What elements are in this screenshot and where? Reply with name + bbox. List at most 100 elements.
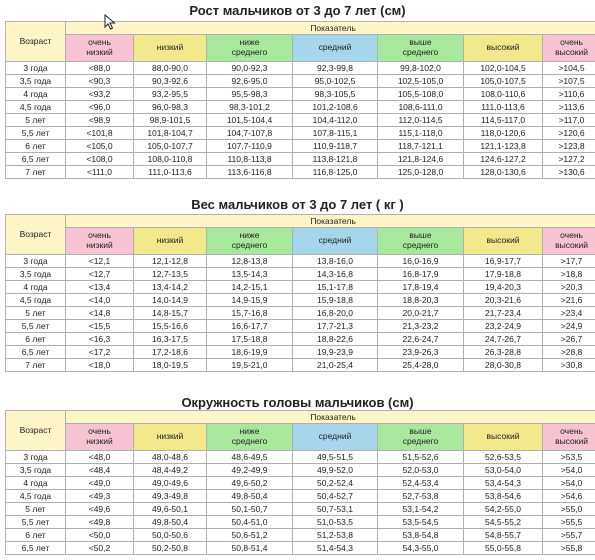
table-row: 5 лет <14,8 14,8-15,7 15,7-16,8 16,8-20,0 20,… (5, 306, 595, 320)
category-header: низкий (133, 34, 207, 62)
value-cell: 113,6-116,8 (206, 165, 293, 179)
table-title: Рост мальчиков от 3 до 7 лет (см) (189, 3, 406, 18)
value-cell: 92,3-99,8 (292, 61, 378, 75)
value-cell: >110,6 (541, 87, 595, 101)
age-column-header: Возраст (5, 410, 66, 451)
age-cell: 4 года (5, 87, 66, 101)
category-line1: средний (318, 235, 352, 246)
category-line2: среднего (231, 436, 268, 446)
value-cell: 48,0-48,6 (133, 450, 207, 464)
category-line1: низкий (156, 42, 184, 53)
category-header: ниже среднего (206, 227, 293, 255)
value-cell: 15,5-16,6 (133, 319, 207, 333)
value-cell: 50,7-53,1 (292, 502, 378, 516)
value-cell: 13,5-14,3 (206, 267, 293, 281)
value-cell: 50,0-50,6 (133, 528, 207, 542)
age-cell: 7 лет (5, 358, 66, 372)
value-cell: >20,3 (541, 280, 595, 294)
category-line2: высокий (555, 436, 588, 446)
age-cell: 6,5 лет (5, 541, 66, 555)
table-row: 5,5 лет <15,5 15,5-16,6 16,6-17,7 17,7-21,3 2… (5, 319, 595, 333)
age-cell: 5 лет (5, 113, 66, 127)
category-header: очень высокий (541, 227, 595, 255)
value-cell: 18,6-19,9 (206, 345, 293, 359)
table-row: 3 года <48,0 48,0-48,6 48,6-49,5 49,5-51,5 51… (5, 450, 595, 464)
value-cell: <101,8 (65, 126, 134, 140)
category-header: высокий (463, 34, 543, 62)
value-cell: >54,6 (541, 489, 595, 503)
value-cell: 98,3-101,2 (206, 100, 293, 114)
table-row: 5,5 лет <49,8 49,8-50,4 50,4-51,0 51,0-53,5 5… (5, 515, 595, 529)
value-cell: 52,0-53,0 (377, 463, 464, 477)
category-line1: низкий (156, 235, 184, 246)
value-cell: 50,8-51,4 (206, 541, 293, 555)
value-cell: 22,6-24,7 (377, 332, 464, 346)
value-cell: 48,6-49,5 (206, 450, 293, 464)
category-header: очень низкий (65, 423, 134, 451)
value-cell: 95,5-98,3 (206, 87, 293, 101)
value-cell: 25,4-28,0 (377, 358, 464, 372)
age-cell: 6,5 лет (5, 152, 66, 166)
value-cell: 114,5-117,0 (463, 113, 543, 127)
value-cell: 115,1-118,0 (377, 126, 464, 140)
value-cell: 121,1-123,8 (463, 139, 543, 153)
value-cell: 49,6-50,2 (206, 476, 293, 490)
value-cell: 104,7-107,8 (206, 126, 293, 140)
age-cell: 6 лет (5, 528, 66, 542)
age-column-header: Возраст (5, 21, 66, 62)
category-line2: среднего (231, 240, 268, 250)
category-header: высокий (463, 423, 543, 451)
value-cell: 21,3-23,2 (377, 319, 464, 333)
age-cell: 4 года (5, 280, 66, 294)
category-header: выше среднего (377, 34, 464, 62)
value-cell: 51,5-52,6 (377, 450, 464, 464)
value-cell: 18,8-22,6 (292, 332, 378, 346)
value-cell: <98,9 (65, 113, 134, 127)
value-cell: 108,0-110,6 (463, 87, 543, 101)
category-line2: низкий (86, 47, 113, 57)
table-row: 3,5 года <48,4 48,4-49,2 49,2-49,9 49,9-52,0… (5, 463, 595, 477)
table-row: 4,5 года <96,0 96,0-98,3 98,3-101,2 101,2-10… (5, 100, 595, 114)
value-cell: <12,7 (65, 267, 134, 281)
value-cell: 51,0-53,5 (292, 515, 378, 529)
value-cell: >21,6 (541, 293, 595, 307)
value-cell: 12,7-13,5 (133, 267, 207, 281)
value-cell: 13,8-16,0 (292, 254, 378, 268)
value-cell: <49,8 (65, 515, 134, 529)
value-cell: 116,8-125,0 (292, 165, 378, 179)
value-cell: >24,9 (541, 319, 595, 333)
value-cell: 49,8-50,4 (206, 489, 293, 503)
value-cell: >123,8 (541, 139, 595, 153)
value-cell: 50,6-51,2 (206, 528, 293, 542)
value-cell: 18,0-19,5 (133, 358, 207, 372)
value-cell: 105,0-107,5 (463, 74, 543, 88)
age-cell: 5,5 лет (5, 319, 66, 333)
value-cell: 54,5-55,2 (463, 515, 543, 529)
value-cell: 54,2-55,0 (463, 502, 543, 516)
table-row: 7 лет <18,0 18,0-19,5 19,5-21,0 21,0-25,4 25,… (5, 358, 595, 372)
value-cell: 52,4-53,4 (377, 476, 464, 490)
value-cell: 14,2-15,1 (206, 280, 293, 294)
value-cell: 14,8-15,7 (133, 306, 207, 320)
table-row: 4 года <13,4 13,4-14,2 14,2-15,1 15,1-17,8 17… (5, 280, 595, 294)
value-cell: 16,0-16,9 (377, 254, 464, 268)
table-row: 6 лет <105,0 105,0-107,7 107,7-110,9 110,9-1… (5, 139, 595, 153)
value-cell: >30,8 (541, 358, 595, 372)
value-cell: <111,0 (65, 165, 134, 179)
value-cell: 24,7-26,7 (463, 332, 543, 346)
table-row: 7 лет <111,0 111,0-113,6 113,6-116,8 116,8-1… (5, 165, 595, 179)
value-cell: <105,0 (65, 139, 134, 153)
category-line2: среднего (231, 47, 268, 57)
value-cell: 50,4-52,7 (292, 489, 378, 503)
value-cell: 99,8-102,0 (377, 61, 464, 75)
category-header: очень высокий (541, 34, 595, 62)
value-cell: 19,9-23,9 (292, 345, 378, 359)
category-line1: очень (560, 37, 583, 48)
table-row: 4 года <49,0 49,0-49,6 49,6-50,2 50,2-52,4 52… (5, 476, 595, 490)
value-cell: <14,8 (65, 306, 134, 320)
value-cell: <50,2 (65, 541, 134, 555)
value-cell: >53,5 (541, 450, 595, 464)
value-cell: <49,6 (65, 502, 134, 516)
category-line2: низкий (86, 436, 113, 446)
value-cell: 98,3-105,5 (292, 87, 378, 101)
